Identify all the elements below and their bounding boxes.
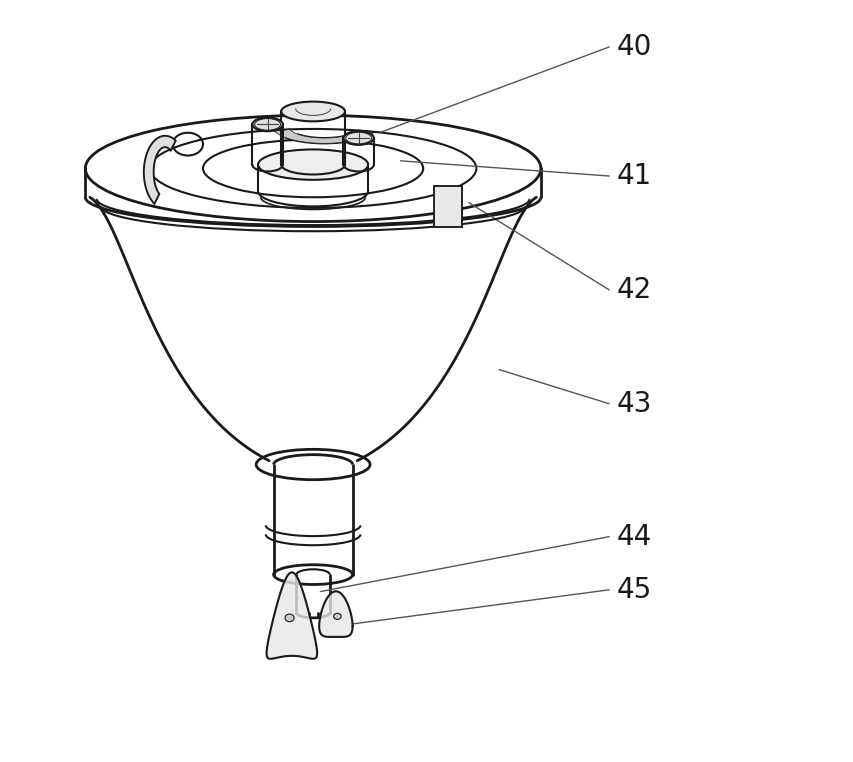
Polygon shape [319, 591, 352, 637]
Ellipse shape [281, 101, 345, 121]
Text: 45: 45 [616, 576, 652, 604]
Text: 40: 40 [616, 33, 652, 61]
Polygon shape [433, 185, 461, 227]
Text: 44: 44 [616, 523, 652, 551]
Text: 42: 42 [616, 276, 652, 304]
Text: 41: 41 [616, 162, 652, 190]
Polygon shape [143, 136, 176, 203]
Ellipse shape [285, 614, 293, 622]
Ellipse shape [252, 117, 282, 131]
Ellipse shape [258, 149, 368, 180]
Polygon shape [275, 130, 373, 143]
Ellipse shape [334, 613, 341, 620]
Text: 43: 43 [616, 390, 652, 418]
Ellipse shape [343, 131, 374, 145]
Polygon shape [266, 572, 316, 659]
